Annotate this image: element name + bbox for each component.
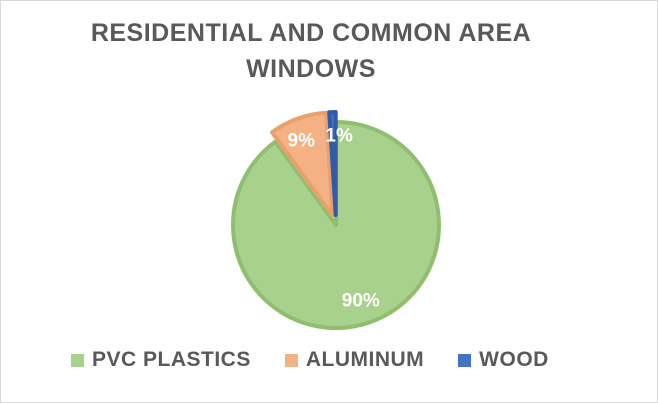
legend-label-aluminum: ALUMINUM xyxy=(305,348,425,371)
legend-swatch-aluminum xyxy=(284,353,298,367)
chart-legend: PVC PLASTICS ALUMINUM WOOD xyxy=(71,343,631,377)
legend-item-pvc-plastics: PVC PLASTICS xyxy=(71,348,251,372)
legend-item-wood: WOOD xyxy=(458,348,549,372)
legend-swatch-wood xyxy=(458,353,472,367)
chart-title-line-1: RESIDENTIAL AND COMMON AREA xyxy=(90,19,532,47)
pie-slice-aluminum xyxy=(270,110,335,218)
legend-label-wood: WOOD xyxy=(479,348,549,371)
chart-title: RESIDENTIAL AND COMMON AREA WINDOWS xyxy=(1,15,621,87)
data-label-aluminum: 9% xyxy=(288,131,316,152)
data-label-wood: 1% xyxy=(325,125,353,146)
chart-title-line-2: WINDOWS xyxy=(246,55,376,83)
pie-slice-wood xyxy=(327,110,338,218)
data-label-pvc-plastics: 90% xyxy=(342,290,380,311)
legend-label-pvc-plastics: PVC PLASTICS xyxy=(92,348,251,371)
pie-slice-pvc-plastics xyxy=(231,120,441,330)
legend-item-aluminum: ALUMINUM xyxy=(284,348,425,372)
legend-swatch-pvc-plastics xyxy=(71,353,84,367)
